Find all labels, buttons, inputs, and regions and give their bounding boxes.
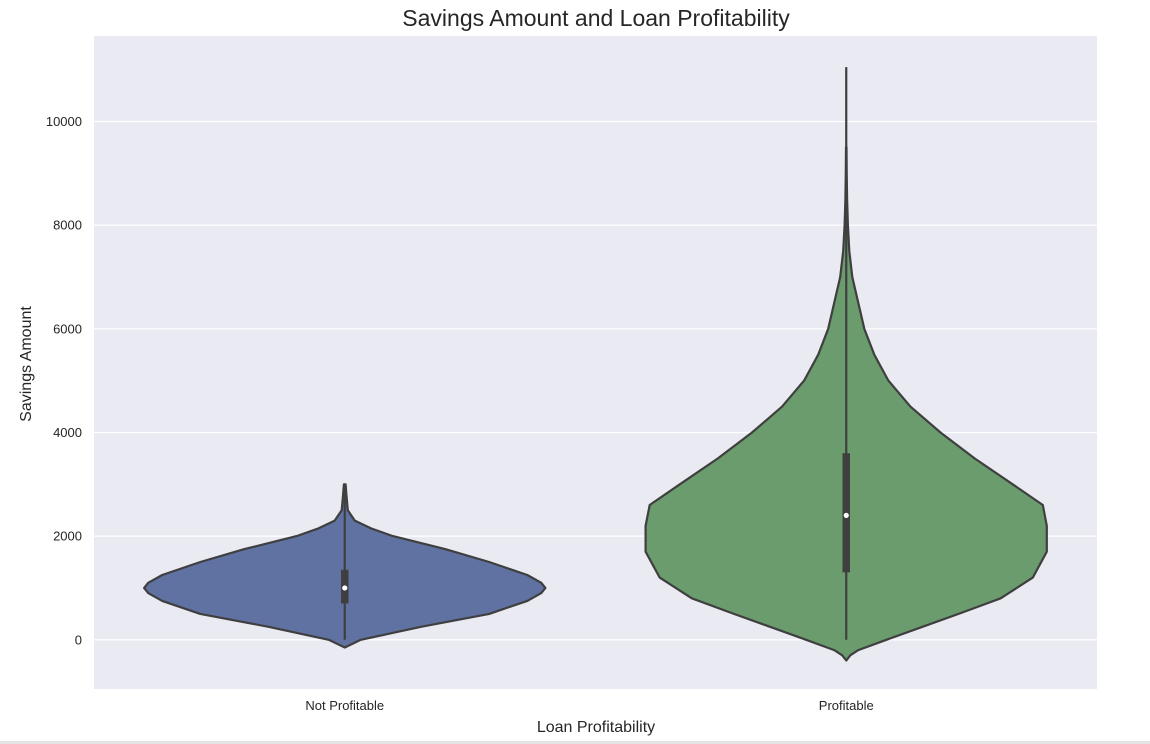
violin-median-point [342, 585, 348, 591]
bottom-rule [0, 741, 1150, 744]
violin-median-point [843, 512, 849, 518]
x-tick-label: Not Profitable [305, 698, 384, 713]
y-tick-label: 6000 [53, 321, 82, 336]
y-tick-label: 0 [75, 632, 82, 647]
x-tick-label: Profitable [819, 698, 874, 713]
y-tick-label: 2000 [53, 529, 82, 544]
x-axis-label: Loan Profitability [537, 719, 655, 736]
y-tick-labels: 0 2000 4000 6000 8000 10000 [46, 114, 82, 647]
y-axis-label: Savings Amount [18, 306, 35, 422]
gridlines [94, 120, 1097, 641]
x-tick-labels: Not Profitable Profitable [305, 698, 873, 713]
y-tick-label: 10000 [46, 114, 82, 129]
y-tick-label: 8000 [53, 218, 82, 233]
y-tick-label: 4000 [53, 425, 82, 440]
chart-title: Savings Amount and Loan Profitability [402, 5, 790, 31]
violins [143, 67, 1048, 662]
